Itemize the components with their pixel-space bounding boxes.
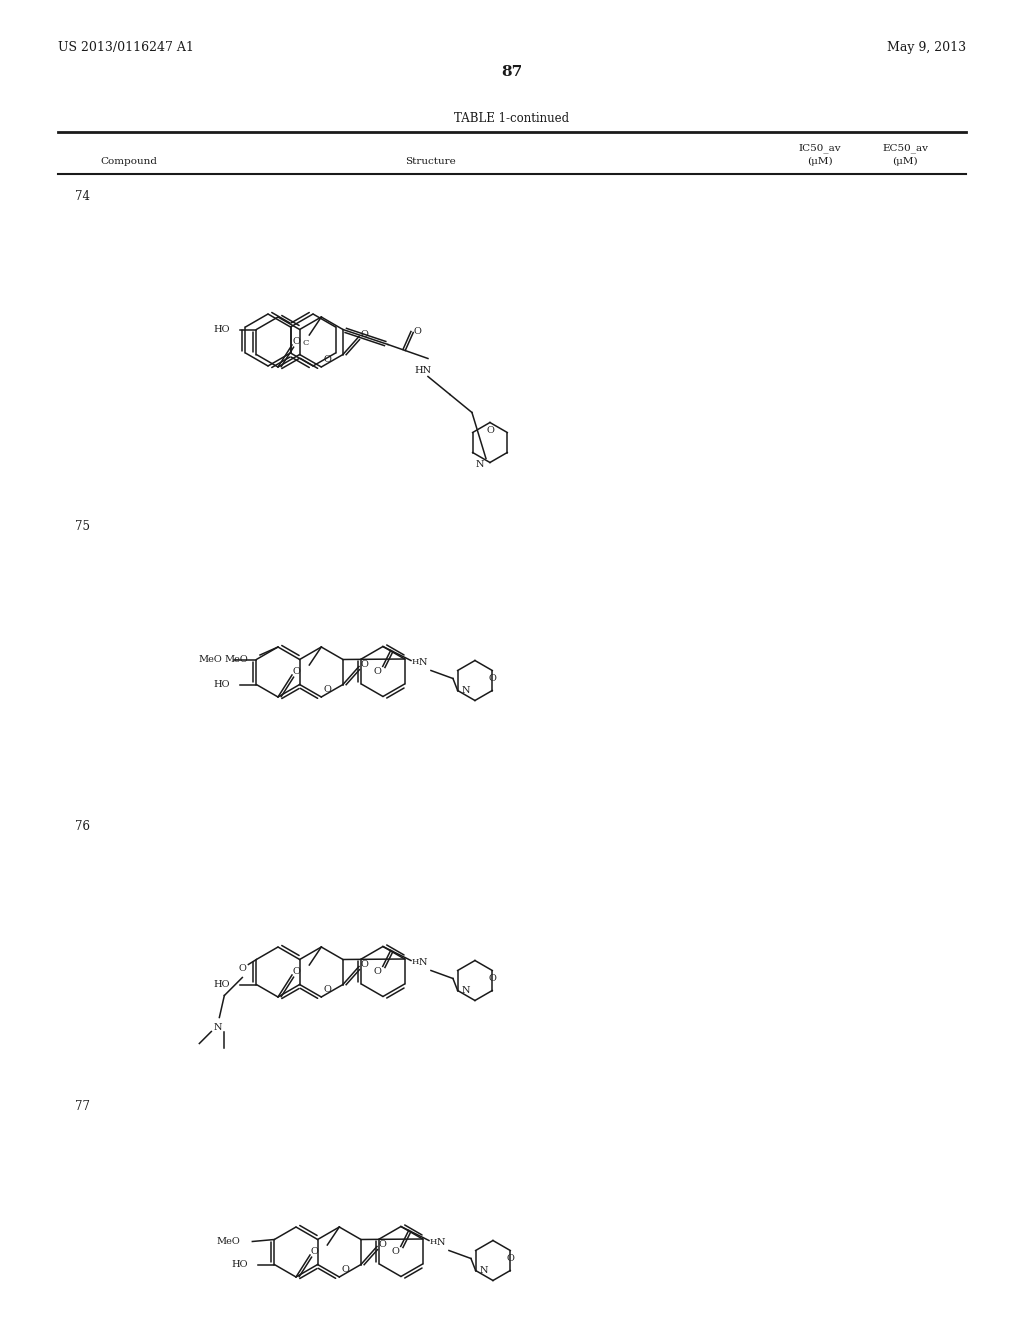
Text: O: O	[292, 966, 300, 975]
Text: O: O	[360, 660, 368, 669]
Text: O: O	[239, 964, 247, 973]
Text: HO: HO	[214, 979, 230, 989]
Text: O: O	[324, 355, 331, 363]
Text: 76: 76	[75, 820, 90, 833]
Text: O: O	[324, 985, 331, 994]
Text: O: O	[360, 330, 368, 339]
Text: C: C	[302, 339, 308, 347]
Text: MeO: MeO	[217, 1237, 241, 1246]
Text: US 2013/0116247 A1: US 2013/0116247 A1	[58, 41, 194, 54]
Text: N: N	[436, 1238, 445, 1247]
Text: O: O	[373, 968, 381, 975]
Text: O: O	[391, 1247, 399, 1257]
Text: H: H	[429, 1238, 436, 1246]
Text: May 9, 2013: May 9, 2013	[887, 41, 966, 54]
Text: O: O	[373, 667, 381, 676]
Text: O: O	[360, 960, 368, 969]
Text: 75: 75	[75, 520, 90, 532]
Text: MeO: MeO	[199, 655, 222, 664]
Text: TABLE 1-continued: TABLE 1-continued	[455, 111, 569, 124]
Text: O: O	[341, 1265, 349, 1274]
Text: O: O	[310, 1246, 317, 1255]
Text: HO: HO	[214, 325, 230, 334]
Text: O: O	[506, 1254, 514, 1263]
Text: N: N	[419, 958, 427, 968]
Text: Structure: Structure	[404, 157, 456, 165]
Text: 74: 74	[75, 190, 90, 202]
Text: 87: 87	[502, 65, 522, 79]
Text: O: O	[292, 337, 300, 346]
Text: O: O	[486, 426, 494, 436]
Text: N: N	[462, 686, 470, 696]
Text: O: O	[324, 685, 331, 693]
Text: HO: HO	[231, 1261, 249, 1269]
Text: HO: HO	[214, 680, 230, 689]
Text: N: N	[479, 1266, 487, 1275]
Text: Compound: Compound	[100, 157, 157, 165]
Text: MeO: MeO	[224, 655, 248, 664]
Text: O: O	[488, 974, 497, 983]
Text: 77: 77	[75, 1100, 90, 1113]
Text: N: N	[213, 1023, 221, 1032]
Text: O: O	[488, 675, 497, 682]
Text: EC50_av: EC50_av	[882, 143, 928, 153]
Text: H: H	[412, 958, 419, 966]
Text: N: N	[476, 459, 484, 469]
Text: N: N	[462, 986, 470, 995]
Text: HN: HN	[415, 366, 431, 375]
Text: O: O	[292, 667, 300, 676]
Text: O: O	[413, 327, 421, 337]
Text: (μM): (μM)	[892, 157, 918, 165]
Text: O: O	[378, 1239, 386, 1249]
Text: H: H	[412, 659, 419, 667]
Text: (μM): (μM)	[807, 157, 833, 165]
Text: IC50_av: IC50_av	[799, 143, 842, 153]
Text: N: N	[419, 657, 427, 667]
